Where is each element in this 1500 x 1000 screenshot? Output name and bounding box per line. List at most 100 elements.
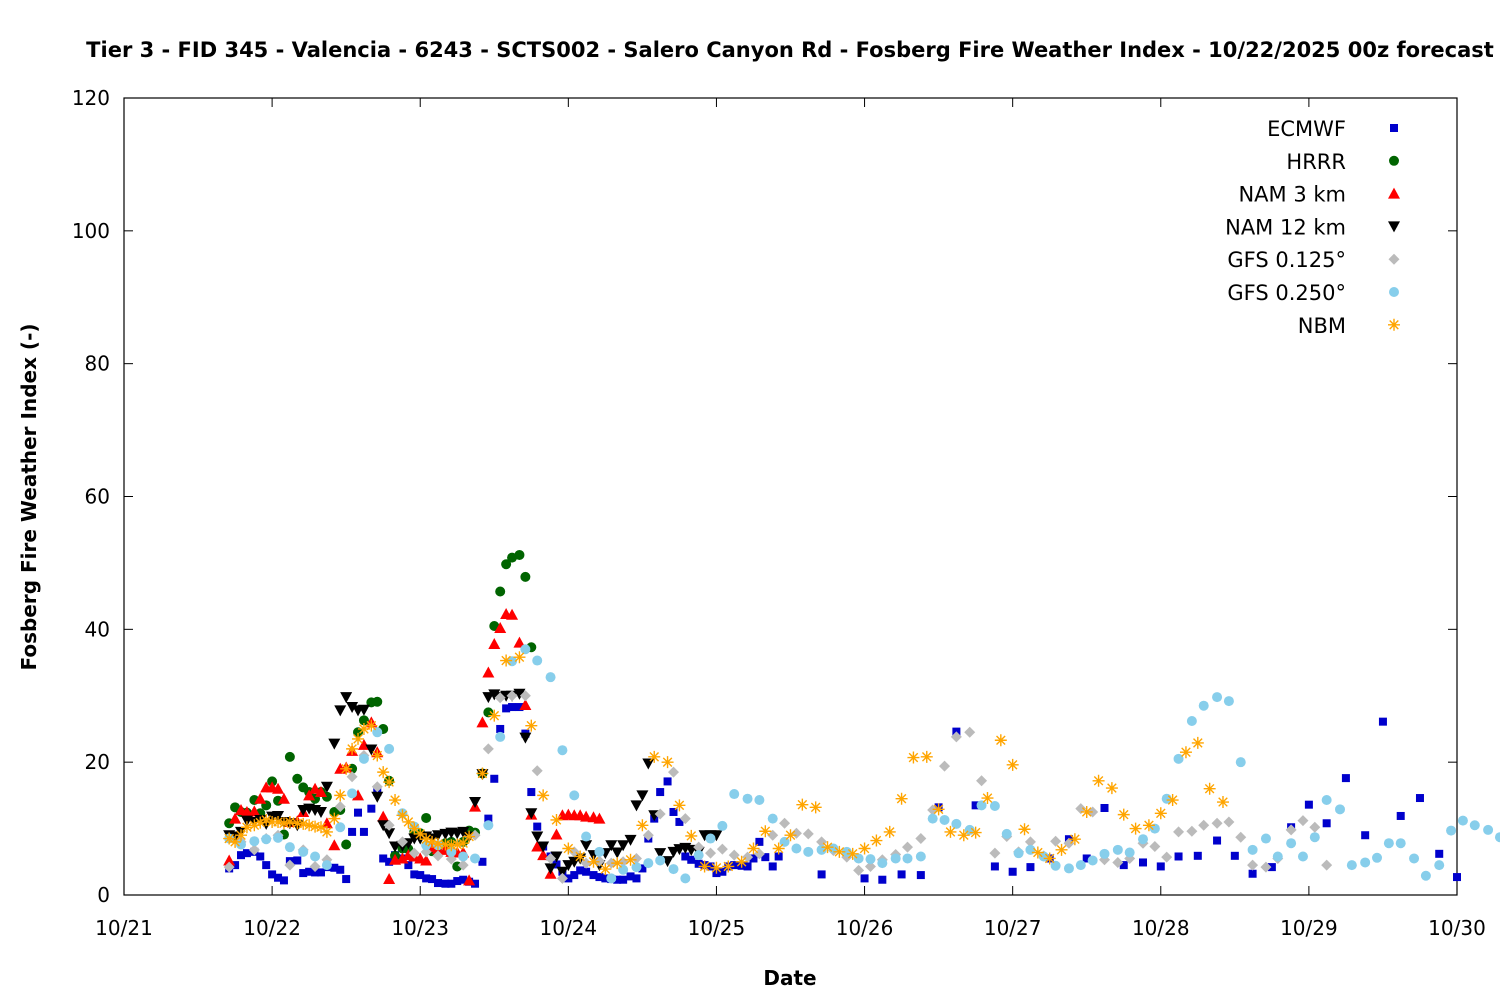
point-gfs-0-250 [1457,815,1468,826]
point-gfs-0-125 [309,860,321,872]
point-nbm [260,813,273,826]
point-ecmwf [774,852,783,861]
point-gfs-0-125 [989,847,1001,859]
point-ecmwf [1267,863,1276,872]
point-ecmwf [316,868,325,877]
point-gfs-0-250 [310,851,321,862]
point-gfs-0-250 [249,836,260,847]
point-ecmwf [410,870,419,879]
point-gfs-0-250 [1186,715,1197,726]
point-gfs-0-250 [927,813,938,824]
point-gfs-0-250 [594,846,605,857]
point-gfs-0-250 [557,745,568,756]
point-ecmwf [422,874,431,883]
legend-marker-ecmwf [1390,124,1398,132]
point-nbm [809,801,822,814]
point-ecmwf [675,817,684,826]
point-nam-3-km [352,789,365,801]
point-ecmwf [484,814,493,823]
point-ecmwf [262,861,271,870]
point-hrrr [501,559,512,570]
point-ecmwf [354,808,363,817]
point-nbm [1006,758,1019,771]
point-ecmwf [613,875,622,884]
point-ecmwf [441,879,450,888]
point-nbm [402,815,415,828]
point-nbm [314,821,327,834]
point-nam-12-km [371,791,384,803]
point-nam-3-km [254,792,267,804]
point-nam-12-km [328,738,341,750]
point-ecmwf [743,862,752,871]
point-nbm [1191,736,1204,749]
point-nbm [1216,796,1229,809]
point-ecmwf [1230,851,1239,860]
y-axis-label: Fosberg Fire Weather Index (-) [17,323,41,670]
point-nbm [895,792,908,805]
point-nbm [1166,794,1179,807]
point-gfs-0-250 [1409,853,1420,864]
point-nbm [784,829,797,842]
point-gfs-0-250 [742,793,753,804]
point-ecmwf [1082,854,1091,863]
point-ecmwf [336,865,345,874]
point-ecmwf [299,869,308,878]
point-gfs-0-125 [1050,835,1062,847]
point-nbm [426,835,439,848]
point-gfs-0-125 [779,817,791,829]
point-nbm [735,855,748,868]
point-nbm [254,816,267,829]
point-gfs-0-125 [545,852,557,864]
point-gfs-0-250 [335,822,346,833]
point-gfs-0-250 [915,851,926,862]
point-gfs-0-250 [853,853,864,864]
point-ecmwf [367,804,376,813]
point-nbm [685,829,698,842]
point-gfs-0-250 [803,846,814,857]
point-ecmwf [817,870,826,879]
point-gfs-0-250 [1260,833,1271,844]
x-tick-label: 10/25 [688,916,746,940]
point-gfs-0-125 [334,801,346,813]
point-nbm [488,709,501,722]
point-nam-3-km [223,854,236,866]
point-nbm [1117,808,1130,821]
point-gfs-0-125 [482,743,494,755]
point-nbm [858,842,871,855]
point-nbm [599,863,612,876]
y-tick-label: 120 [72,86,110,110]
point-nbm [1043,852,1056,865]
legend-label-hrrr: HRRR [1286,150,1346,174]
x-tick-label: 10/29 [1280,916,1338,940]
point-nbm [562,842,575,855]
point-ecmwf [694,859,703,868]
point-ecmwf [595,873,604,882]
x-tick-label: 10/28 [1132,916,1190,940]
x-axis-label: Date [763,966,816,990]
point-nam-3-km [383,873,396,885]
legend-marker-gfs-0-125 [1388,253,1400,265]
point-nam-12-km [525,808,538,820]
point-nbm [431,837,444,850]
point-ecmwf [1174,852,1183,861]
point-nbm [283,815,296,828]
x-tick-label: 10/30 [1428,916,1486,940]
point-ecmwf [385,857,394,866]
point-nbm [513,651,526,664]
point-ecmwf [1396,811,1405,820]
point-nam-3-km [272,782,285,794]
point-gfs-0-125 [1112,856,1124,868]
point-gfs-0-250 [1075,860,1086,871]
point-nam-12-km [320,781,333,793]
point-nam-12-km [710,830,723,842]
point-nbm [320,825,333,838]
point-ecmwf [749,854,758,863]
point-nam-3-km [531,840,544,852]
point-ecmwf [1415,794,1424,803]
point-nam-3-km [506,608,519,620]
point-nam-12-km [624,834,637,846]
point-nam-12-km [334,705,347,717]
point-gfs-0-250 [767,813,778,824]
legend: ECMWF HRRR NAM 3 km NAM 12 km GFS 0.125° GFS … [1225,117,1400,338]
point-ecmwf [1008,867,1017,876]
